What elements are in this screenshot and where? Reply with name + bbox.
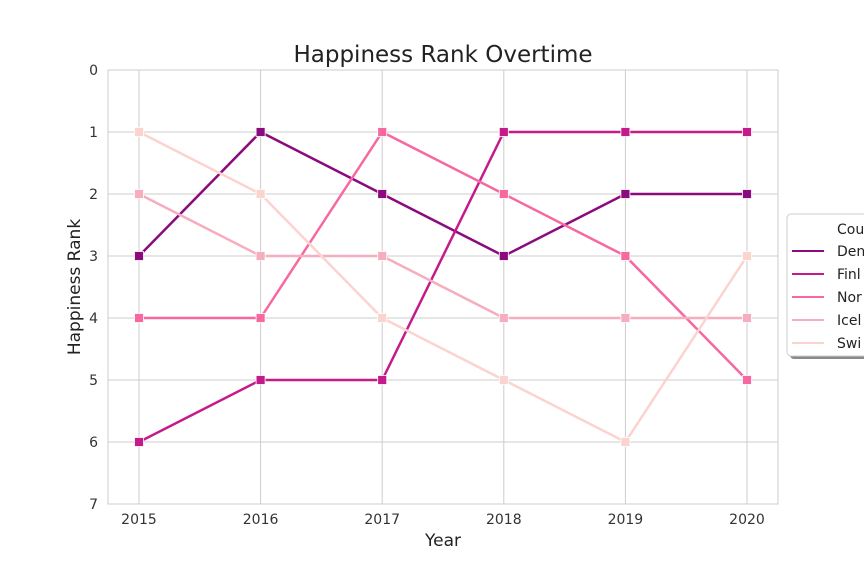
series-nor <box>134 127 752 385</box>
series-line-1 <box>138 130 747 444</box>
series-layer <box>134 127 752 447</box>
data-point-4-4 <box>620 437 631 447</box>
data-point-2-5 <box>742 375 752 385</box>
data-point-4-2 <box>377 313 388 323</box>
series-line-3 <box>138 192 747 320</box>
y-tick-label-2: 2 <box>89 187 98 203</box>
x-tick-label-5: 2020 <box>729 512 765 528</box>
y-tick-label-0: 0 <box>89 63 98 79</box>
data-point-0-1 <box>255 127 266 137</box>
legend: Cou Den Finl Nor Icel Swi <box>786 213 864 359</box>
series-den <box>134 127 752 261</box>
data-point-3-0 <box>134 189 144 199</box>
series-line-2 <box>139 130 748 381</box>
data-point-3-5 <box>742 313 752 323</box>
series-line-4 <box>138 130 749 444</box>
data-point-0-5 <box>742 189 752 199</box>
data-point-3-3 <box>498 313 509 323</box>
series-swi <box>134 127 752 447</box>
y-tick-label-7: 7 <box>89 497 98 513</box>
tick-labels: 0 1 2 3 4 5 6 7 2015 2016 2017 2018 2019 2020 <box>89 63 765 528</box>
x-tick-label-1: 2016 <box>243 512 279 528</box>
data-point-1-2 <box>377 375 388 385</box>
legend-entry-0: Den <box>837 244 864 260</box>
legend-entry-4: Swi <box>837 336 861 352</box>
legend-entry-3: Icel <box>837 313 861 329</box>
data-point-2-4 <box>620 251 631 261</box>
plot-border <box>107 69 779 505</box>
data-point-2-3 <box>498 189 509 199</box>
x-tick-label-0: 2015 <box>121 512 157 528</box>
data-point-4-0 <box>134 127 144 137</box>
x-tick-label-2: 2017 <box>364 512 400 528</box>
y-tick-label-1: 1 <box>89 125 98 141</box>
y-tick-label-6: 6 <box>89 435 98 451</box>
legend-title: Cou <box>837 222 864 238</box>
y-tick-label-5: 5 <box>89 373 98 389</box>
series-icel <box>134 189 752 323</box>
legend-entry-1: Finl <box>837 267 861 283</box>
data-point-0-4 <box>620 189 631 199</box>
y-axis-label: Happiness Rank <box>65 219 85 355</box>
data-point-1-4 <box>620 127 631 137</box>
y-tick-label-3: 3 <box>89 249 98 265</box>
data-point-3-4 <box>620 313 631 323</box>
data-point-0-0 <box>134 251 144 261</box>
x-tick-label-3: 2018 <box>486 512 522 528</box>
data-point-1-1 <box>255 375 266 385</box>
chart-title: Happiness Rank Overtime <box>293 42 592 68</box>
data-point-1-0 <box>134 437 144 447</box>
data-point-2-0 <box>134 313 144 323</box>
data-point-0-3 <box>498 251 509 261</box>
data-point-4-3 <box>498 375 509 385</box>
x-axis-label: Year <box>424 531 461 551</box>
data-point-4-1 <box>255 189 266 199</box>
data-point-1-5 <box>742 127 752 137</box>
x-tick-label-4: 2019 <box>608 512 644 528</box>
data-point-3-2 <box>377 251 388 261</box>
legend-entry-2: Nor <box>837 290 862 306</box>
data-point-3-1 <box>255 251 266 261</box>
series-finl <box>134 127 752 447</box>
series-line-0 <box>138 130 747 258</box>
y-tick-label-4: 4 <box>89 311 98 327</box>
data-point-2-2 <box>377 127 388 137</box>
data-point-2-1 <box>255 313 266 323</box>
data-point-0-2 <box>377 189 388 199</box>
data-point-1-3 <box>498 127 509 137</box>
data-point-4-5 <box>742 251 752 261</box>
